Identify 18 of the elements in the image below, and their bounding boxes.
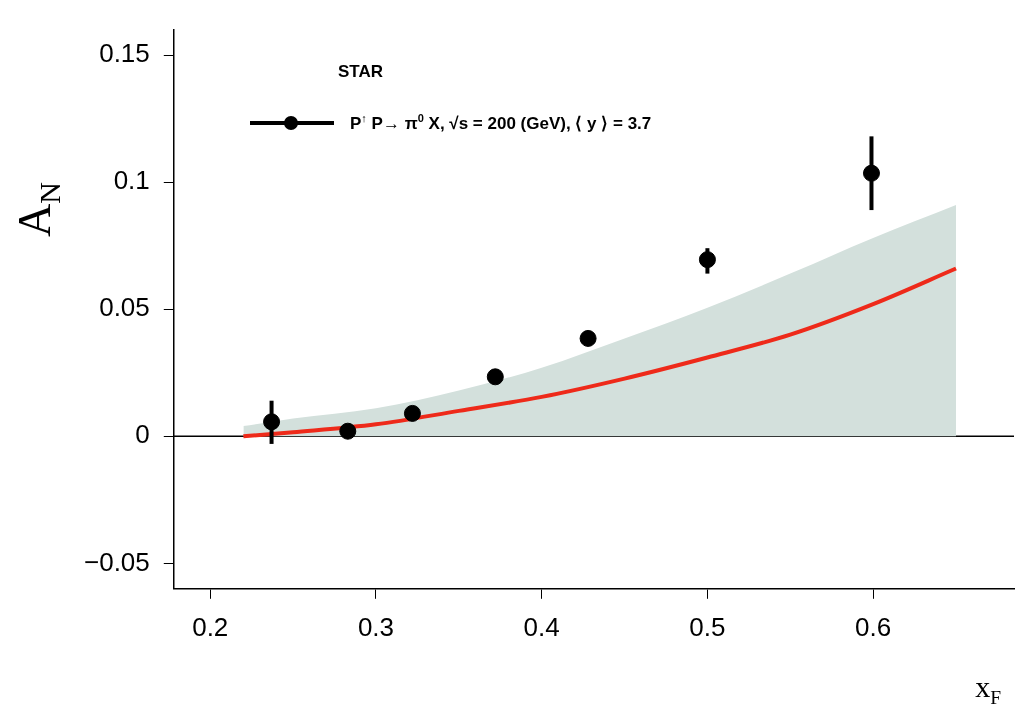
annotation: STAR xyxy=(338,62,384,82)
y-tick-label: 0 xyxy=(135,419,150,450)
y-tick-label: 0.1 xyxy=(113,165,150,196)
line-series xyxy=(241,266,958,439)
x-tick-label: 0.2 xyxy=(192,611,229,642)
x-tick-label: 0.6 xyxy=(855,611,892,642)
x-axis-title: x$_{F}$ xyxy=(975,670,1001,709)
y-tick-label: 0.15 xyxy=(99,38,150,69)
x-tick-label: 0.5 xyxy=(689,611,726,642)
point xyxy=(339,422,357,440)
y-tick-label: −0.05 xyxy=(83,546,150,577)
point xyxy=(579,329,597,347)
legend-label: P$^{↑}$ P→ π$^{0}$ X, √s = 200 (GeV), ⟨ y ⟩ = 3.7 xyxy=(350,112,652,134)
y-tick-label: 0.05 xyxy=(99,292,150,323)
x-tick-label: 0.4 xyxy=(523,611,560,642)
x-tick-label: 0.3 xyxy=(357,611,395,642)
point xyxy=(486,368,504,386)
point xyxy=(403,404,421,422)
